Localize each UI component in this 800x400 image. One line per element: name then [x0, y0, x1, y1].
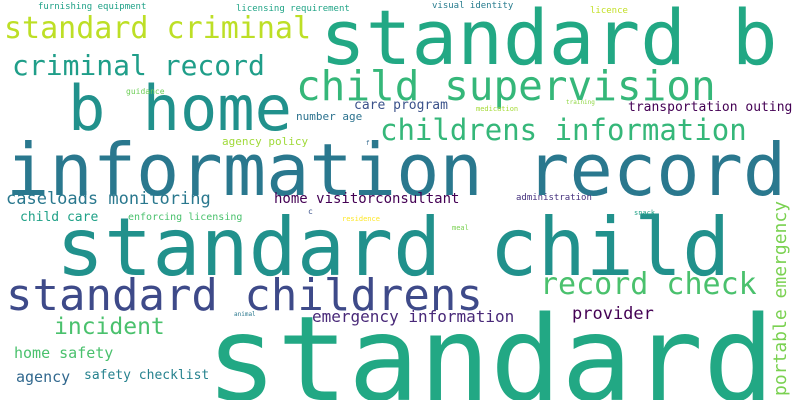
- word: standard childrens: [6, 270, 483, 321]
- word: licence: [590, 6, 628, 16]
- word: provider: [572, 304, 654, 324]
- word: meal: [452, 224, 469, 232]
- word: criminal record: [12, 49, 265, 82]
- word: transportation outing: [628, 100, 793, 115]
- word: care program: [354, 98, 448, 113]
- word: administration: [516, 193, 592, 203]
- word: childrens information: [380, 113, 747, 147]
- word: standard: [206, 290, 775, 400]
- word: c: [308, 207, 313, 216]
- word: emergency information: [312, 307, 515, 326]
- word: furnishing equipment: [38, 2, 147, 12]
- word: safety checklist: [84, 368, 210, 383]
- word: agency policy: [222, 135, 309, 148]
- word: training: [566, 99, 595, 106]
- word: agency: [16, 368, 71, 386]
- word: child care: [20, 210, 99, 225]
- word: number age: [296, 110, 363, 123]
- word: b home: [68, 72, 292, 145]
- word: standard child: [56, 201, 731, 294]
- word: incident: [54, 314, 165, 340]
- word: home visitorconsultant: [274, 191, 460, 207]
- word: animal: [234, 311, 256, 318]
- word: record check: [540, 267, 757, 302]
- word: standard criminal: [4, 11, 312, 46]
- word: guidance: [126, 87, 165, 96]
- word: standard b: [320, 0, 778, 82]
- word: information record: [6, 128, 787, 212]
- word: snack: [634, 209, 656, 217]
- word-vertical: portable emergency: [770, 200, 791, 396]
- word: licensing requirement: [236, 4, 350, 14]
- word: home safety: [14, 344, 114, 362]
- word: visual identity: [432, 1, 514, 11]
- word: f: [366, 140, 370, 147]
- word: medication: [476, 105, 519, 113]
- word: enforcing licensing: [128, 212, 243, 223]
- word: caseloads monitoring: [6, 189, 211, 209]
- word: child supervision: [296, 62, 716, 110]
- word: residence: [342, 215, 380, 223]
